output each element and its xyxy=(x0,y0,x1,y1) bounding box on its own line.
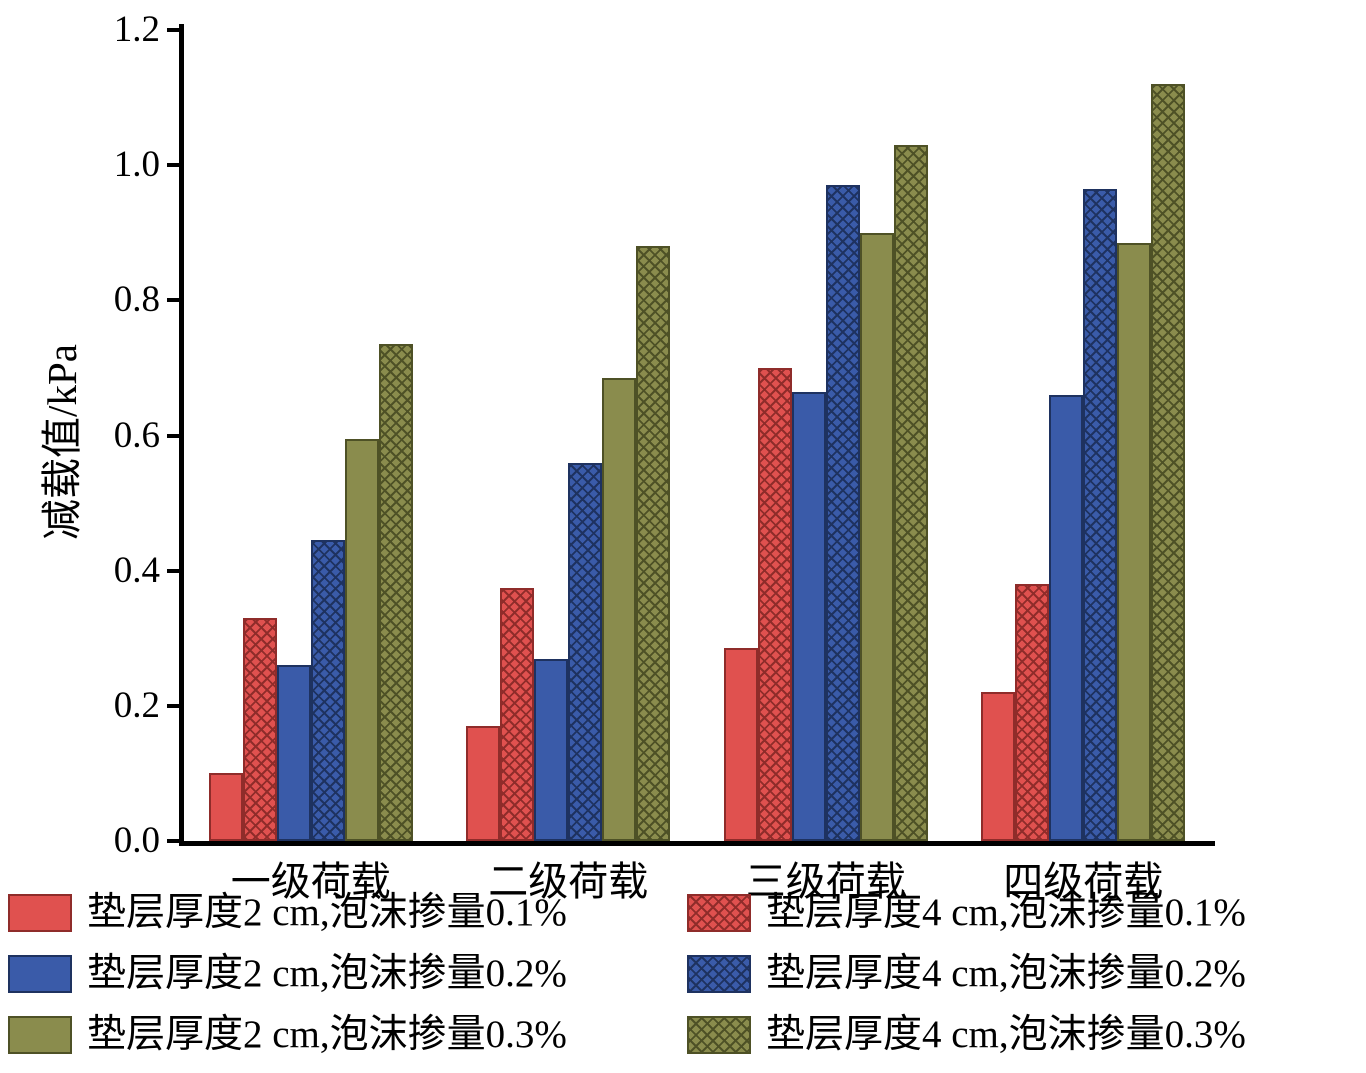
y-tick-label: 0.4 xyxy=(113,549,160,591)
bar-group1-series5 xyxy=(344,438,379,841)
legend-item-6: 垫层厚度4 cm,泡沫掺量0.3% xyxy=(687,1014,1360,1056)
y-tick-mark xyxy=(167,163,180,168)
y-tick-mark xyxy=(167,703,180,708)
legend-label: 垫层厚度2 cm,泡沫掺量0.3% xyxy=(87,1013,567,1056)
bar-group2-series5 xyxy=(602,378,637,841)
y-tick-mark xyxy=(167,28,180,32)
x-category-label: 三级荷载 xyxy=(745,859,906,904)
y-tick-mark xyxy=(167,568,180,573)
legend-label: 垫层厚度4 cm,泡沫掺量0.3% xyxy=(766,1013,1246,1056)
legend-label: 垫层厚度4 cm,泡沫掺量0.1% xyxy=(766,891,1246,934)
bar-group3-series5 xyxy=(859,232,894,841)
legend-label: 垫层厚度4 cm,泡沫掺量0.2% xyxy=(766,952,1246,995)
y-tick-mark xyxy=(167,433,180,438)
legend-swatch-icon xyxy=(687,955,751,993)
y-tick-label: 0.2 xyxy=(113,684,160,726)
y-axis-line xyxy=(179,24,184,846)
legend-label: 垫层厚度2 cm,泡沫掺量0.2% xyxy=(87,952,567,995)
bar-group2-series2 xyxy=(500,587,535,841)
legend-swatch-icon xyxy=(8,894,72,932)
bar-group2-series4 xyxy=(568,462,603,841)
legend-item-2: 垫层厚度4 cm,泡沫掺量0.1% xyxy=(687,892,1360,934)
bar-group3-series4 xyxy=(825,185,860,841)
bar-group3-series6 xyxy=(893,144,928,841)
legend-item-1: 垫层厚度2 cm,泡沫掺量0.1% xyxy=(8,892,681,934)
legend-item-5: 垫层厚度2 cm,泡沫掺量0.3% xyxy=(8,1014,681,1056)
bar-group2-series3 xyxy=(534,658,569,841)
bar-group1-series6 xyxy=(378,344,413,841)
y-tick-label: 0.6 xyxy=(113,414,160,456)
y-tick-label: 0.8 xyxy=(113,279,160,321)
x-category-label: 一级荷载 xyxy=(230,859,391,904)
legend-swatch-icon xyxy=(687,894,751,932)
bar-group2-series6 xyxy=(636,246,671,841)
y-tick-label: 0.0 xyxy=(113,820,160,861)
bar-group1-series4 xyxy=(310,540,345,841)
bar-group1-series1 xyxy=(208,773,243,841)
bar-group3-series3 xyxy=(791,391,826,841)
legend-item-4: 垫层厚度4 cm,泡沫掺量0.2% xyxy=(687,953,1360,995)
bar-group1-series3 xyxy=(276,665,311,841)
bar-group2-series1 xyxy=(466,726,501,841)
x-category-label: 四级荷载 xyxy=(1003,859,1164,904)
y-tick-label: 1.0 xyxy=(113,144,160,186)
bar-group4-series2 xyxy=(1015,584,1050,841)
bar-group4-series5 xyxy=(1117,242,1152,841)
bar-group4-series3 xyxy=(1049,394,1084,841)
bar-group3-series1 xyxy=(723,648,758,841)
bar-group3-series2 xyxy=(757,367,792,841)
legend-swatch-icon xyxy=(687,1016,751,1054)
legend-swatch-icon xyxy=(8,1016,72,1054)
bar-group4-series6 xyxy=(1151,84,1186,841)
y-tick-mark xyxy=(167,298,180,303)
legend-label: 垫层厚度2 cm,泡沫掺量0.1% xyxy=(87,891,567,934)
y-tick-label: 1.2 xyxy=(113,9,160,50)
bar-group1-series2 xyxy=(242,617,277,841)
x-category-label: 二级荷载 xyxy=(488,859,649,904)
legend: 垫层厚度2 cm,泡沫掺量0.1% 垫层厚度4 cm,泡沫掺量0.1% 垫层厚度2 … xyxy=(8,892,1360,1056)
y-tick-mark xyxy=(167,839,180,843)
legend-item-3: 垫层厚度2 cm,泡沫掺量0.2% xyxy=(8,953,681,995)
x-axis-line xyxy=(179,841,1215,846)
bar-group4-series1 xyxy=(981,692,1016,841)
bar-group4-series4 xyxy=(1083,188,1118,841)
legend-swatch-icon xyxy=(8,955,72,993)
